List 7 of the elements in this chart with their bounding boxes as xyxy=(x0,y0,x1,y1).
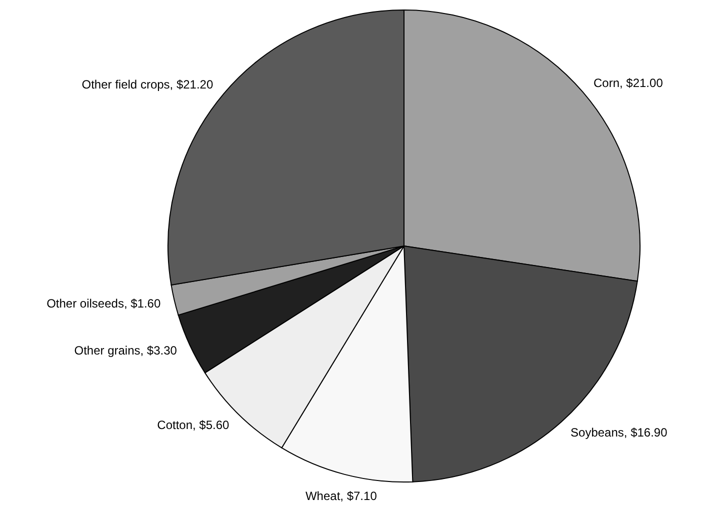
slice-label: Other field crops, $21.20 xyxy=(82,77,214,92)
slice-label: Other oilseeds, $1.60 xyxy=(46,296,161,310)
slice-label: Other grains, $3.30 xyxy=(74,344,178,358)
slice-label: Cotton, $5.60 xyxy=(157,418,230,432)
slice-label: Corn, $21.00 xyxy=(593,76,664,90)
slice-label: Soybeans, $16.90 xyxy=(570,425,668,440)
slice-label: Wheat, $7.10 xyxy=(306,488,378,503)
